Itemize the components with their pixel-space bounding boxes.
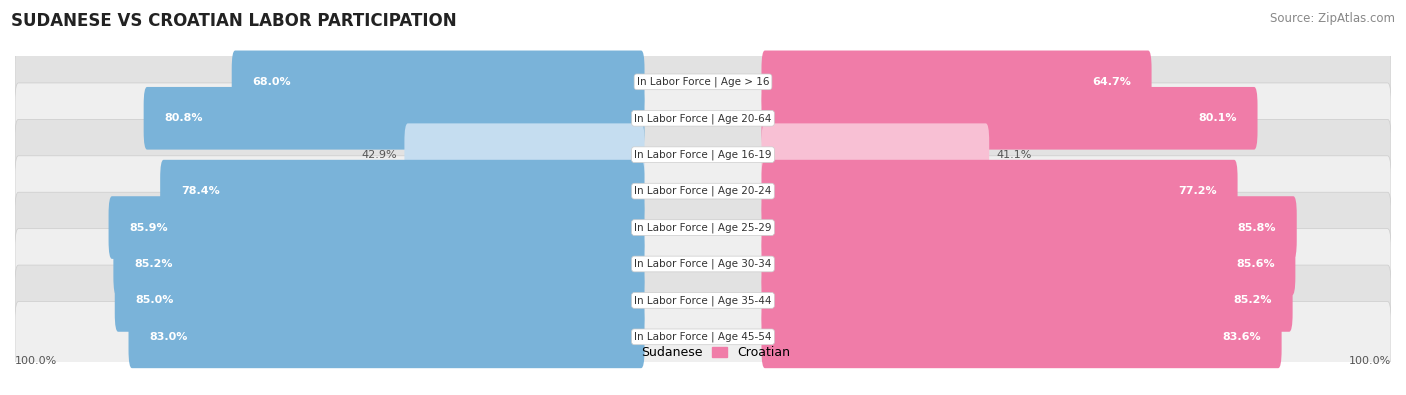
Text: SUDANESE VS CROATIAN LABOR PARTICIPATION: SUDANESE VS CROATIAN LABOR PARTICIPATION bbox=[11, 12, 457, 30]
FancyBboxPatch shape bbox=[15, 229, 1391, 299]
FancyBboxPatch shape bbox=[15, 47, 1391, 117]
Text: 80.8%: 80.8% bbox=[165, 113, 202, 123]
FancyBboxPatch shape bbox=[15, 83, 1391, 154]
FancyBboxPatch shape bbox=[762, 123, 990, 186]
FancyBboxPatch shape bbox=[115, 269, 644, 332]
Text: 85.2%: 85.2% bbox=[134, 259, 173, 269]
FancyBboxPatch shape bbox=[762, 196, 1296, 259]
Text: 77.2%: 77.2% bbox=[1178, 186, 1218, 196]
Text: 68.0%: 68.0% bbox=[252, 77, 291, 87]
Text: 85.8%: 85.8% bbox=[1237, 222, 1277, 233]
FancyBboxPatch shape bbox=[15, 119, 1391, 190]
FancyBboxPatch shape bbox=[762, 305, 1282, 368]
FancyBboxPatch shape bbox=[405, 123, 644, 186]
FancyBboxPatch shape bbox=[15, 156, 1391, 226]
Text: 80.1%: 80.1% bbox=[1198, 113, 1237, 123]
Text: In Labor Force | Age 20-24: In Labor Force | Age 20-24 bbox=[634, 186, 772, 196]
Text: 83.6%: 83.6% bbox=[1222, 332, 1261, 342]
Text: 78.4%: 78.4% bbox=[181, 186, 219, 196]
FancyBboxPatch shape bbox=[143, 87, 644, 150]
Text: 41.1%: 41.1% bbox=[995, 150, 1032, 160]
FancyBboxPatch shape bbox=[762, 160, 1237, 222]
Text: 83.0%: 83.0% bbox=[149, 332, 187, 342]
FancyBboxPatch shape bbox=[128, 305, 644, 368]
Legend: Sudanese, Croatian: Sudanese, Croatian bbox=[616, 346, 790, 359]
Text: In Labor Force | Age 16-19: In Labor Force | Age 16-19 bbox=[634, 149, 772, 160]
Text: 64.7%: 64.7% bbox=[1092, 77, 1130, 87]
Text: 85.2%: 85.2% bbox=[1233, 295, 1272, 305]
FancyBboxPatch shape bbox=[15, 265, 1391, 336]
FancyBboxPatch shape bbox=[762, 269, 1292, 332]
Text: 85.9%: 85.9% bbox=[129, 222, 167, 233]
Text: In Labor Force | Age > 16: In Labor Force | Age > 16 bbox=[637, 77, 769, 87]
Text: In Labor Force | Age 30-34: In Labor Force | Age 30-34 bbox=[634, 259, 772, 269]
Text: In Labor Force | Age 35-44: In Labor Force | Age 35-44 bbox=[634, 295, 772, 306]
FancyBboxPatch shape bbox=[232, 51, 644, 113]
Text: 100.0%: 100.0% bbox=[15, 356, 58, 365]
FancyBboxPatch shape bbox=[762, 87, 1257, 150]
FancyBboxPatch shape bbox=[762, 51, 1152, 113]
FancyBboxPatch shape bbox=[15, 301, 1391, 372]
Text: 100.0%: 100.0% bbox=[1348, 356, 1391, 365]
FancyBboxPatch shape bbox=[114, 233, 644, 295]
Text: In Labor Force | Age 25-29: In Labor Force | Age 25-29 bbox=[634, 222, 772, 233]
FancyBboxPatch shape bbox=[160, 160, 644, 222]
Text: Source: ZipAtlas.com: Source: ZipAtlas.com bbox=[1270, 12, 1395, 25]
FancyBboxPatch shape bbox=[15, 192, 1391, 263]
Text: 42.9%: 42.9% bbox=[361, 150, 398, 160]
FancyBboxPatch shape bbox=[762, 233, 1295, 295]
FancyBboxPatch shape bbox=[108, 196, 644, 259]
Text: In Labor Force | Age 45-54: In Labor Force | Age 45-54 bbox=[634, 332, 772, 342]
Text: 85.6%: 85.6% bbox=[1236, 259, 1275, 269]
Text: 85.0%: 85.0% bbox=[135, 295, 174, 305]
Text: In Labor Force | Age 20-64: In Labor Force | Age 20-64 bbox=[634, 113, 772, 124]
